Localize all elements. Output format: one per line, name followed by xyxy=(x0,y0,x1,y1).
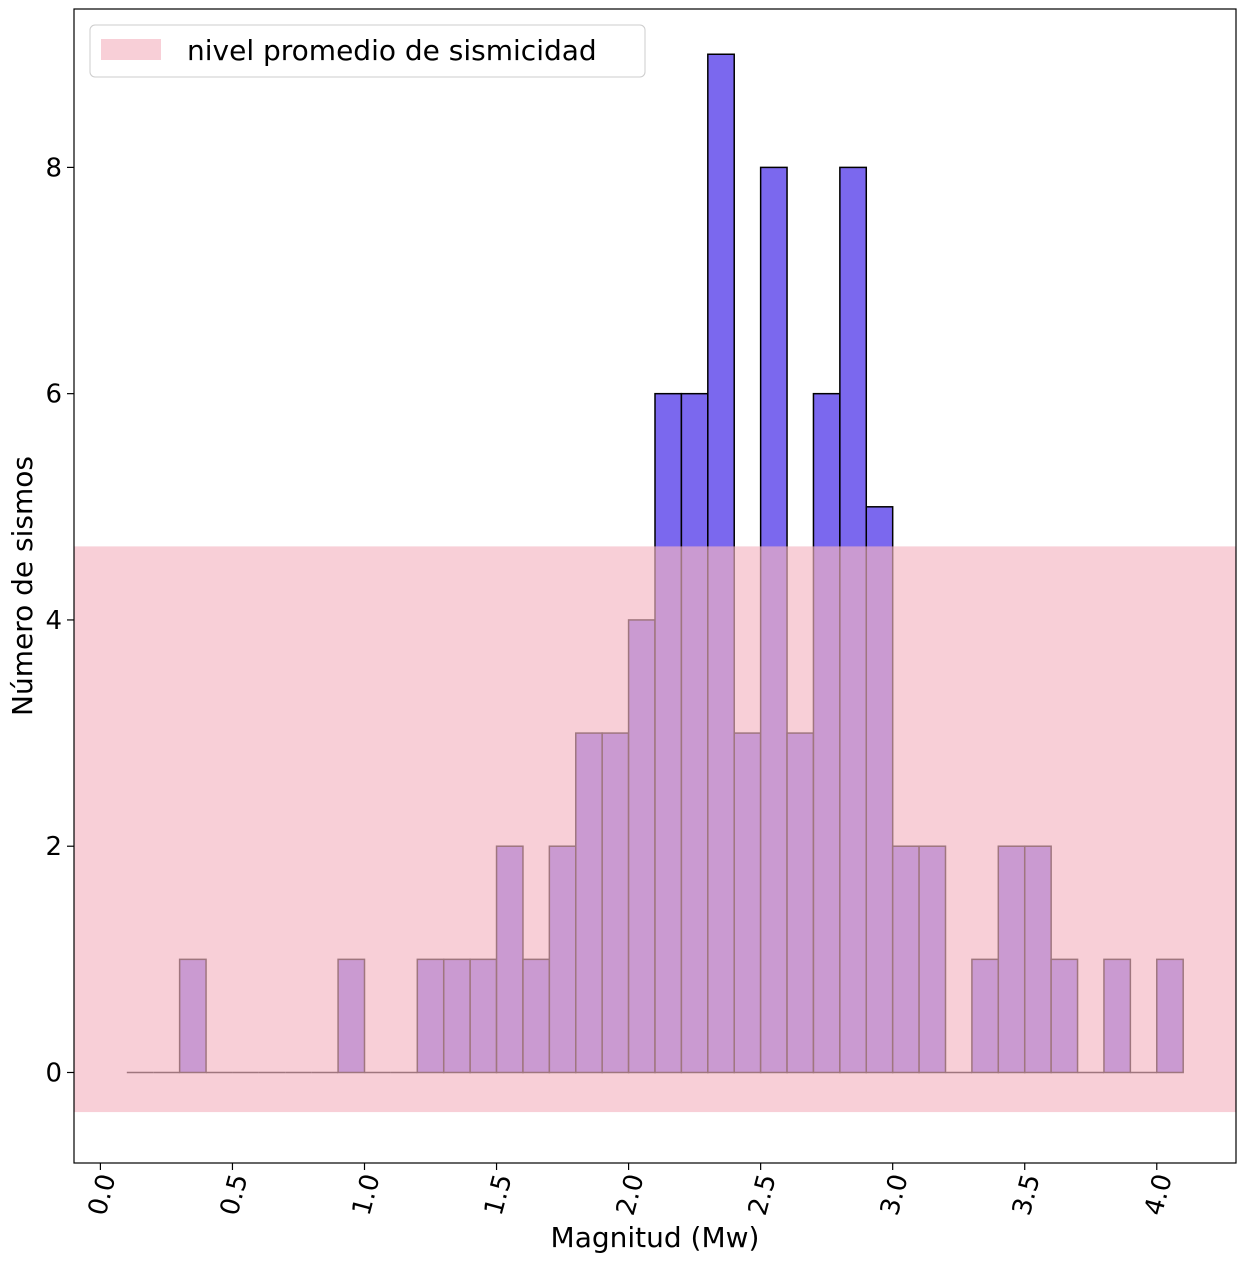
legend-label: nivel promedio de sismicidad xyxy=(187,34,597,67)
x-tick-label: 2.5 xyxy=(743,1171,783,1219)
x-tick-label: 1.0 xyxy=(347,1171,387,1219)
x-tick-label: 0.0 xyxy=(83,1171,123,1219)
plot-frame xyxy=(73,8,1237,1164)
legend-swatch xyxy=(101,39,161,60)
y-tick-label: 0 xyxy=(45,1058,62,1088)
x-tick-label: 2.0 xyxy=(611,1171,651,1219)
x-tick-label: 3.0 xyxy=(875,1171,915,1219)
y-tick-label: 4 xyxy=(45,606,62,636)
legend: nivel promedio de sismicidad xyxy=(89,24,646,78)
y-tick-label: 2 xyxy=(45,832,62,862)
y-axis-label: Número de sismos xyxy=(6,456,39,716)
x-tick-label: 0.5 xyxy=(215,1171,255,1219)
x-tick-label: 1.5 xyxy=(479,1171,519,1219)
y-tick-label: 6 xyxy=(45,380,62,410)
legend-box xyxy=(89,24,646,78)
y-tick-label: 8 xyxy=(45,153,62,183)
x-tick-label: 3.5 xyxy=(1007,1171,1047,1219)
x-axis-label: Magnitud (Mw) xyxy=(551,1221,760,1254)
x-tick-label: 4.0 xyxy=(1139,1171,1179,1219)
x-axis-ticks: 0.0 0.5 1.0 1.5 2.0 2.5 3.0 3.5 4.0 xyxy=(83,1163,1179,1219)
y-axis-ticks: 0 2 4 6 8 xyxy=(45,153,74,1088)
average-seismicity-band xyxy=(74,546,1236,1113)
